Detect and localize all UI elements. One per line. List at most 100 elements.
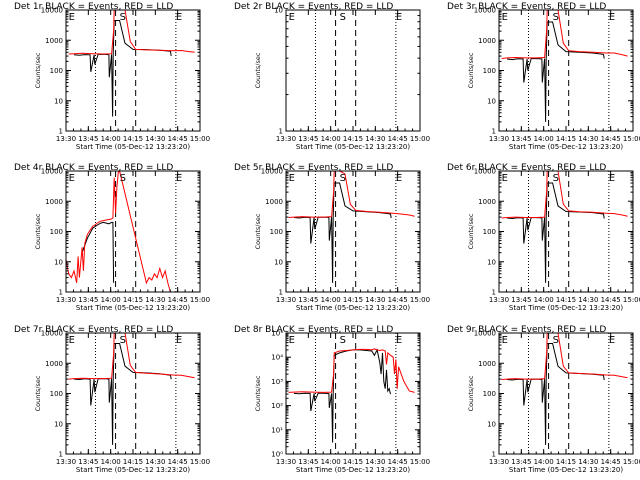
- x-tick-label: 13:30: [56, 296, 76, 304]
- x-tick-label: 14:30: [145, 296, 165, 304]
- flag-label: S: [553, 173, 559, 184]
- x-tick-label: 14:15: [123, 135, 143, 143]
- x-tick-label: 13:30: [276, 296, 296, 304]
- x-tick-label: 14:15: [556, 135, 576, 143]
- chart-title: Det 5r BLACK = Events, RED = LLD: [234, 163, 393, 173]
- y-tick-label: 100: [50, 390, 63, 398]
- y-axis-label: Counts/sec: [467, 375, 475, 411]
- y-tick-label: 100: [483, 390, 496, 398]
- flag-label: S: [553, 12, 559, 23]
- chart-title: Det 2r BLACK = Events, RED = LLD: [234, 2, 393, 12]
- plot-frame: [498, 9, 634, 132]
- x-tick-label: 13:30: [489, 458, 509, 466]
- flag-label: S: [120, 173, 126, 184]
- x-tick-label: 14:00: [101, 458, 121, 466]
- flag-label: E: [176, 173, 182, 184]
- plot-frame: [65, 170, 201, 293]
- plot-frame: [65, 332, 201, 455]
- plot-frame: [285, 170, 421, 293]
- x-tick-label: 14:45: [601, 296, 621, 304]
- x-tick-label: 14:15: [343, 458, 363, 466]
- x-tick-label: 13:30: [276, 458, 296, 466]
- flag-label: E: [289, 173, 295, 184]
- x-tick-label: 14:30: [145, 135, 165, 143]
- flag-label: E: [69, 173, 75, 184]
- x-tick-label: 14:30: [578, 458, 598, 466]
- x-tick-label: 15:00: [190, 296, 210, 304]
- series-line-lld: [501, 333, 628, 380]
- y-axis-label: Counts/sec: [254, 375, 262, 411]
- flag-label: E: [502, 335, 508, 346]
- flag-label: S: [553, 335, 559, 346]
- x-tick-label: 14:45: [601, 135, 621, 143]
- series-line-events: [73, 20, 172, 117]
- y-axis-label: Counts/sec: [254, 213, 262, 249]
- y-tick-label: 100: [483, 67, 496, 75]
- x-tick-label: 14:00: [534, 135, 554, 143]
- y-axis-label: Counts/sec: [467, 213, 475, 249]
- x-tick-label: 13:45: [298, 296, 318, 304]
- y-tick-label: 10000: [41, 168, 63, 176]
- x-tick-label: 14:30: [578, 296, 598, 304]
- x-tick-label: 15:00: [623, 296, 640, 304]
- x-tick-label: 14:15: [123, 296, 143, 304]
- chart-title: Det 8r BLACK = Events, RED = LLD: [234, 325, 393, 335]
- flag-label: E: [289, 335, 295, 346]
- x-tick-label: 14:30: [578, 135, 598, 143]
- y-tick-label: 1000: [478, 198, 496, 206]
- flag-label: E: [502, 12, 508, 23]
- y-tick-label: 100: [483, 228, 496, 236]
- flag-label: S: [340, 173, 346, 184]
- x-tick-label: 13:45: [298, 458, 318, 466]
- x-tick-label: 14:30: [145, 458, 165, 466]
- y-tick-label: 1: [59, 451, 63, 459]
- y-tick-label: 10¹: [271, 426, 283, 434]
- y-tick-label: 1000: [45, 37, 63, 45]
- series-line-events: [73, 343, 172, 445]
- flag-label: E: [176, 12, 182, 23]
- x-tick-label: 13:30: [489, 135, 509, 143]
- x-tick-label: 14:30: [365, 135, 385, 143]
- x-tick-label: 14:00: [534, 296, 554, 304]
- x-tick-label: 15:00: [623, 135, 640, 143]
- x-tick-label: 13:45: [78, 135, 98, 143]
- y-tick-label: 10000: [474, 7, 496, 15]
- y-tick-label: 1: [492, 128, 496, 136]
- flag-label: S: [120, 335, 126, 346]
- y-tick-label: 1: [59, 289, 63, 297]
- flag-label: E: [69, 335, 75, 346]
- flag-label: E: [69, 12, 75, 23]
- x-tick-label: 13:45: [78, 296, 98, 304]
- x-tick-label: 14:45: [388, 458, 408, 466]
- y-tick-label: 10: [274, 7, 283, 15]
- x-axis-label: Start Time (05-Dec-12 13:23:20): [76, 304, 190, 312]
- chart-title: Det 7r BLACK = Events, RED = LLD: [14, 325, 173, 335]
- flag-label: E: [609, 12, 615, 23]
- x-tick-label: 15:00: [190, 135, 210, 143]
- x-axis-label: Start Time (05-Dec-12 13:23:20): [76, 466, 190, 474]
- x-tick-label: 14:15: [556, 458, 576, 466]
- x-tick-label: 13:45: [511, 458, 531, 466]
- y-tick-label: 1000: [45, 360, 63, 368]
- x-tick-label: 14:00: [101, 135, 121, 143]
- chart-title: Det 1r BLACK = Events, RED = LLD: [14, 2, 173, 12]
- y-tick-label: 1: [279, 289, 283, 297]
- y-tick-label: 10: [487, 97, 496, 105]
- chart-title: Det 3r BLACK = Events, RED = LLD: [447, 2, 606, 12]
- flag-label: E: [609, 173, 615, 184]
- x-tick-label: 14:00: [101, 296, 121, 304]
- plot-frame: [285, 9, 421, 132]
- flag-label: E: [396, 335, 402, 346]
- x-tick-label: 13:45: [78, 458, 98, 466]
- x-tick-label: 14:15: [343, 135, 363, 143]
- x-tick-label: 14:15: [556, 296, 576, 304]
- series-line-lld: [501, 171, 628, 219]
- x-tick-label: 14:15: [343, 296, 363, 304]
- series-line-events: [506, 343, 605, 445]
- flag-label: E: [289, 12, 295, 23]
- flag-label: E: [176, 335, 182, 346]
- series-line-events: [81, 221, 115, 283]
- y-tick-label: 1000: [478, 360, 496, 368]
